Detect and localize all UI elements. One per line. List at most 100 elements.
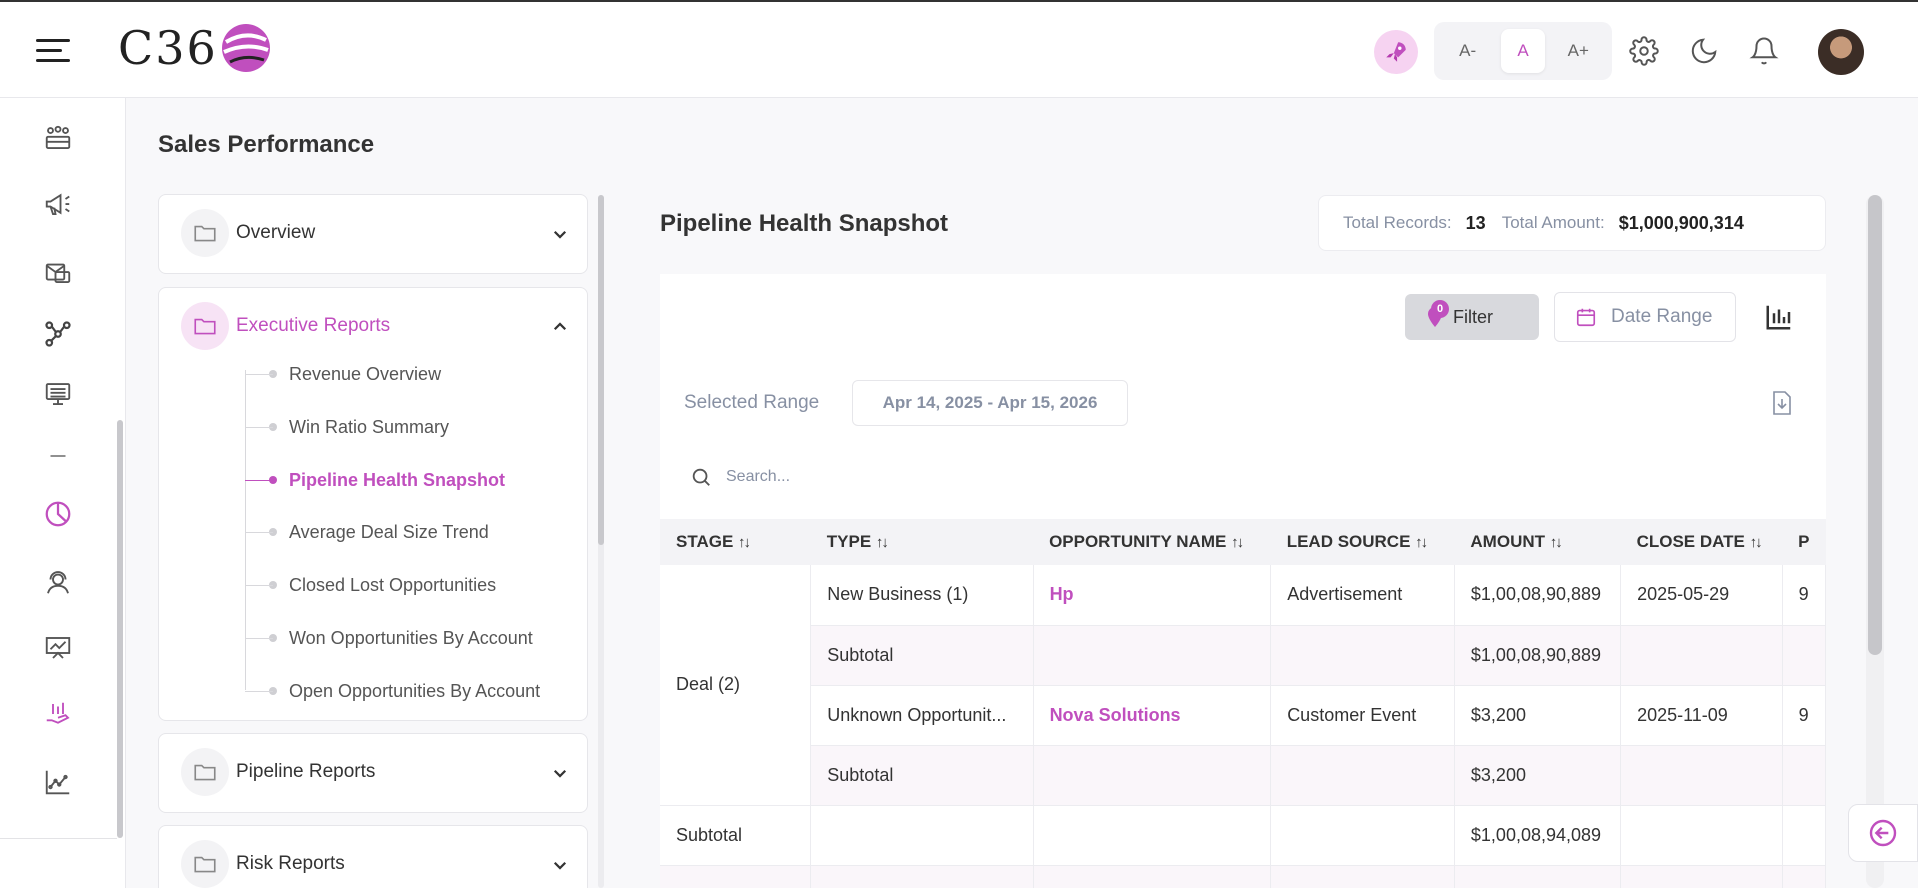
hand-chart-icon[interactable] (40, 696, 76, 732)
app-logo[interactable]: C36 (118, 20, 272, 76)
filter-button[interactable]: 0 Filter (1405, 294, 1539, 340)
opportunity-link[interactable]: Nova Solutions (1033, 685, 1272, 746)
table-row-subtotal: Subtotal $3,200 (660, 745, 1826, 806)
empty-cell (1033, 805, 1272, 866)
menu-toggle-icon[interactable] (36, 36, 70, 66)
nav-item-pipeline-health-snapshot[interactable]: Pipeline Health Snapshot (245, 468, 505, 492)
column-header-type[interactable]: TYPE ↑↓ (810, 519, 1034, 565)
arrow-left-circle-icon (1869, 819, 1897, 847)
dark-mode-moon-icon[interactable] (1687, 34, 1721, 68)
empty-cell (810, 805, 1034, 866)
network-icon[interactable] (40, 316, 76, 352)
user-avatar[interactable] (1818, 29, 1864, 75)
column-header-opportunity-name[interactable]: OPPORTUNITY NAME ↑↓ (1033, 519, 1271, 565)
extra-cell (1782, 625, 1826, 686)
nav-section-header[interactable]: Executive Reports (181, 302, 390, 350)
lead-source-cell (1270, 745, 1455, 806)
folder-icon (181, 840, 229, 888)
search-input[interactable] (726, 468, 1026, 486)
download-file-icon[interactable] (1770, 390, 1794, 416)
nav-section-label: Overview (236, 222, 316, 243)
filter-count-badge: 0 (1431, 300, 1449, 318)
opportunity-cell (1033, 625, 1272, 686)
amount-cell (1454, 865, 1622, 888)
nav-scrollbar-thumb[interactable] (598, 195, 604, 545)
column-header-close-date[interactable]: CLOSE DATE ↑↓ (1620, 519, 1783, 565)
megaphone-icon[interactable] (40, 186, 76, 222)
close-date-cell (1620, 625, 1783, 686)
lead-source-cell: Advertisement (1270, 565, 1455, 626)
calendar-icon (1576, 308, 1596, 327)
font-decrease-button[interactable]: A- (1459, 41, 1477, 60)
nav-item-won-opportunities-by-account[interactable]: Won Opportunities By Account (245, 626, 533, 650)
stage-cell (660, 865, 812, 888)
team-icon[interactable] (40, 120, 76, 156)
table-header-row: STAGE ↑↓ TYPE ↑↓ OPPORTUNITY NAME ↑↓ LEA… (660, 519, 1826, 565)
sort-icon: ↑↓ (1231, 534, 1244, 551)
logo-text: C36 (118, 21, 218, 75)
monitor-icon[interactable] (40, 376, 76, 412)
search-bar (690, 466, 1026, 488)
mail-icon[interactable] (40, 254, 76, 290)
nav-item-average-deal-size-trend[interactable]: Average Deal Size Trend (245, 520, 489, 544)
table-row: Unknown Opportunit... Nova Solutions Cus… (660, 685, 1826, 746)
sort-icon: ↑↓ (738, 534, 751, 551)
chevron-down-icon (553, 769, 567, 778)
nav-item-closed-lost-opportunities[interactable]: Closed Lost Opportunities (245, 573, 496, 597)
collapse-panel-button[interactable] (1848, 804, 1918, 862)
report-table-card: 0 Filter Date Range Selected Range Apr 1… (660, 274, 1826, 888)
amount-cell: $1,00,08,90,889 (1454, 565, 1622, 626)
logo-globe-icon (221, 24, 270, 72)
bar-chart-icon[interactable] (1764, 302, 1794, 332)
nav-section-pipeline-reports[interactable]: Pipeline Reports (158, 733, 588, 813)
top-header: C36 A- A A+ (0, 0, 1918, 98)
nav-section-overview[interactable]: Overview (158, 194, 588, 274)
rocket-icon[interactable] (1374, 30, 1418, 74)
font-default-button[interactable]: A (1500, 29, 1545, 73)
gear-icon[interactable] (1627, 34, 1661, 68)
search-icon (692, 468, 710, 486)
column-header-amount[interactable]: AMOUNT ↑↓ (1454, 519, 1621, 565)
empty-cell (1620, 805, 1783, 866)
total-records-value: 13 (1465, 212, 1486, 233)
main-scrollbar-thumb[interactable] (1868, 195, 1882, 655)
group-subtotal-amount: $1,00,08,94,089 (1454, 805, 1622, 866)
chevron-down-icon (553, 230, 567, 239)
opportunity-link[interactable]: Hp (1033, 565, 1272, 626)
line-chart-icon[interactable] (40, 764, 76, 800)
nav-item-open-opportunities-by-account[interactable]: Open Opportunities By Account (245, 679, 540, 703)
date-range-label: Date Range (1611, 306, 1713, 327)
pipeline-table: STAGE ↑↓ TYPE ↑↓ OPPORTUNITY NAME ↑↓ LEA… (660, 519, 1826, 888)
minus-icon[interactable] (40, 438, 76, 474)
column-header-stage[interactable]: STAGE ↑↓ (660, 519, 811, 565)
presentation-icon[interactable] (40, 630, 76, 666)
selected-range-value: Apr 14, 2025 - Apr 15, 2026 (852, 380, 1128, 426)
table-row (660, 865, 1826, 888)
nav-item-win-ratio-summary[interactable]: Win Ratio Summary (245, 415, 449, 439)
empty-cell (1782, 805, 1826, 866)
nav-item-revenue-overview[interactable]: Revenue Overview (245, 362, 441, 386)
pie-chart-icon[interactable] (40, 496, 76, 532)
folder-icon (181, 748, 229, 796)
total-amount-label: Total Amount: (1501, 213, 1605, 232)
extra-cell (1782, 745, 1826, 806)
column-header-lead-source[interactable]: LEAD SOURCE ↑↓ (1270, 519, 1455, 565)
font-increase-button[interactable]: A+ (1567, 41, 1589, 60)
total-amount-value: $1,000,900,314 (1618, 212, 1744, 233)
bell-icon[interactable] (1747, 34, 1781, 68)
type-cell: Unknown Opportunit... (810, 685, 1034, 746)
date-range-button[interactable]: Date Range (1554, 292, 1736, 342)
support-agent-icon[interactable] (40, 564, 76, 600)
amount-cell: $1,00,08,90,889 (1454, 625, 1622, 686)
font-size-switcher: A- A A+ (1434, 22, 1612, 80)
nav-section-label: Executive Reports (236, 315, 391, 336)
nav-section-risk-reports[interactable]: Risk Reports (158, 825, 588, 888)
chevron-up-icon[interactable] (551, 318, 569, 336)
column-header-more[interactable]: P (1782, 519, 1826, 565)
rail-scrollbar[interactable] (117, 98, 123, 838)
amount-cell: $3,200 (1454, 745, 1622, 806)
chevron-down-icon (553, 861, 567, 870)
opportunity-cell (1033, 865, 1272, 888)
close-date-cell: 2025-11-09 (1620, 685, 1783, 746)
type-cell (810, 865, 1034, 888)
